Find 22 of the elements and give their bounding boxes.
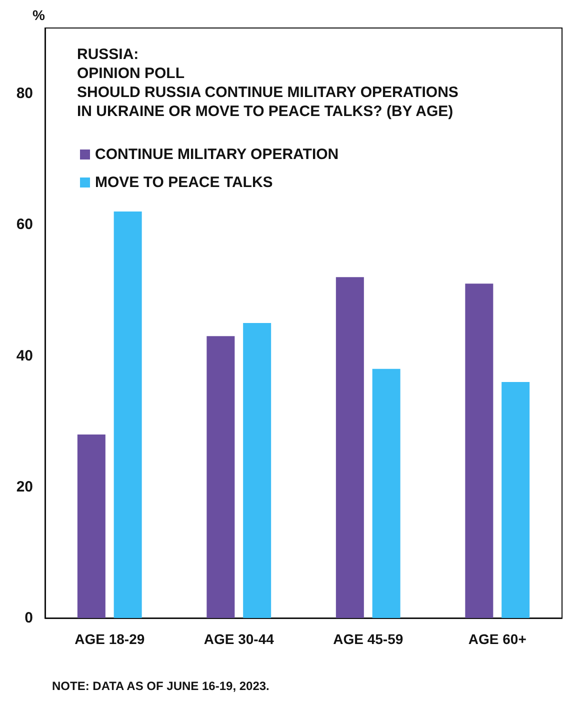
- x-tick-label: AGE 30-44: [204, 631, 274, 647]
- y-tick-label: 40: [16, 347, 33, 364]
- bar: [372, 368, 400, 618]
- bar: [336, 277, 364, 618]
- x-tick-label: AGE 45-59: [333, 631, 404, 647]
- bar: [243, 323, 272, 618]
- bar: [502, 382, 530, 618]
- text: RUSSIA: OPINION POLL SHOULD RUSSIA CONTINUE MILITARY OPERATIONS IN UKRAINE OR MOVE TO PEACE TALKS? (BY AGE): [77, 46, 458, 120]
- bar: [114, 212, 142, 618]
- bar: [465, 284, 494, 618]
- legend-label: MOVE TO PEACE TALKS: [95, 174, 273, 191]
- text: NOTE: DATA AS OF JUNE 16-19, 2023.: [52, 679, 270, 693]
- y-tick-label: 0: [24, 610, 33, 626]
- x-tick-label: AGE 18-29: [74, 631, 145, 647]
- y-tick-label: 80: [16, 85, 33, 102]
- y-tick-label: 20: [16, 478, 33, 496]
- x-tick-label: AGE 60+: [468, 631, 526, 647]
- y-axis-title: %: [32, 7, 46, 23]
- bar: [77, 434, 106, 618]
- y-tick-label: 60: [16, 216, 33, 234]
- legend-label: CONTINUE MILITARY OPERATION: [95, 146, 339, 163]
- bar: [206, 336, 235, 618]
